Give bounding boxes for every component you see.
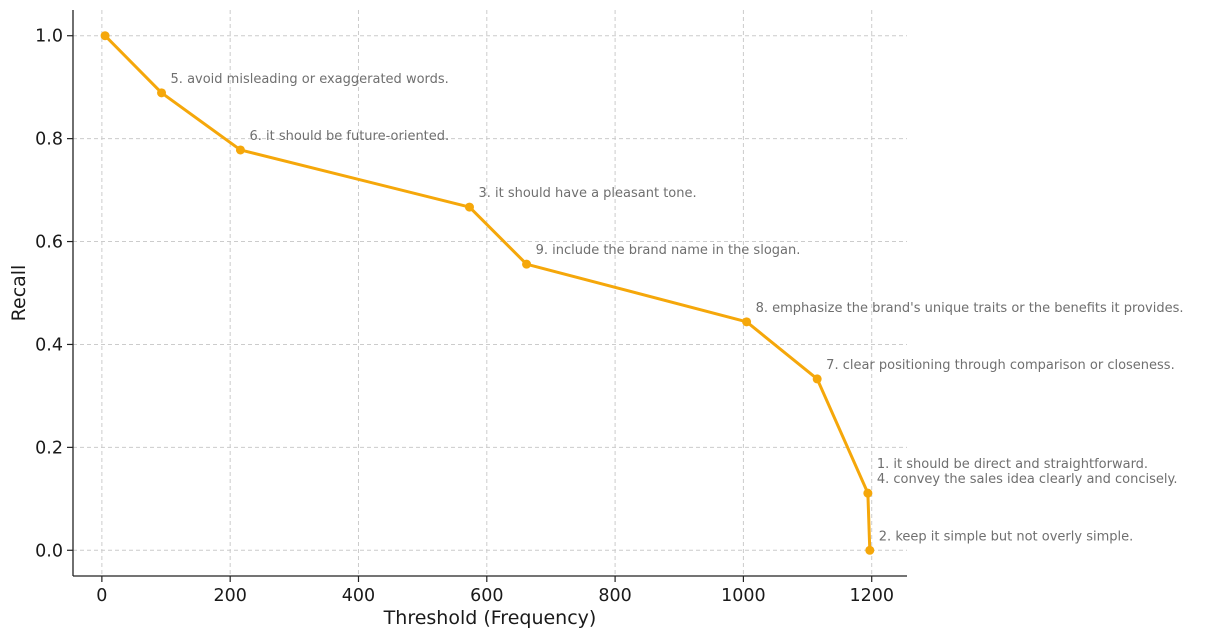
- x-axis-title: Threshold (Frequency): [383, 607, 597, 629]
- x-tick-label: 200: [213, 586, 246, 606]
- x-tick-label: 800: [598, 586, 631, 606]
- x-tick-label: 1200: [849, 586, 894, 606]
- annotation-label: 1. it should be direct and straightforwa…: [877, 457, 1148, 472]
- annotation-label: 3. it should have a pleasant tone.: [478, 186, 696, 201]
- y-tick-label: 0.2: [35, 438, 63, 458]
- y-axis-title: Recall: [8, 265, 30, 322]
- annotation-label: 5. avoid misleading or exaggerated words…: [171, 72, 449, 87]
- x-tick-label: 0: [96, 586, 107, 606]
- axes: [72, 10, 907, 577]
- annotation-label: 6. it should be future-oriented.: [249, 129, 449, 144]
- series-line: [103, 34, 872, 552]
- y-tick-label: 0.8: [35, 130, 63, 150]
- annotation-label: 7. clear positioning through comparison …: [826, 358, 1175, 373]
- y-tick-label: 1.0: [35, 27, 63, 47]
- annotation-label: 8. emphasize the brand's unique traits o…: [756, 301, 1184, 316]
- annotation-label: 9. include the brand name in the slogan.: [536, 243, 801, 258]
- data-point: [157, 88, 167, 98]
- data-point: [863, 488, 873, 498]
- data-point: [235, 145, 245, 155]
- annotations: 5. avoid misleading or exaggerated words…: [171, 72, 1184, 544]
- x-tick-label: 1000: [721, 586, 766, 606]
- x-tick-label: 400: [342, 586, 375, 606]
- annotation-label: 2. keep it simple but not overly simple.: [879, 529, 1133, 544]
- data-points: [100, 31, 875, 555]
- x-axis-ticks: 0 200 400 600 800 1000 1200: [96, 576, 894, 606]
- y-tick-label: 0.0: [35, 541, 63, 561]
- data-point: [464, 202, 474, 212]
- data-point: [522, 259, 532, 269]
- y-axis-ticks: 0.0 0.2 0.4 0.6 0.8 1.0: [35, 27, 73, 561]
- y-tick-label: 0.4: [35, 335, 63, 355]
- y-tick-label: 0.6: [35, 233, 63, 253]
- data-point: [865, 545, 875, 555]
- grid: [73, 10, 907, 576]
- data-point: [100, 31, 110, 41]
- data-point: [812, 374, 822, 384]
- annotation-label: 4. convey the sales idea clearly and con…: [877, 472, 1178, 487]
- x-tick-label: 600: [470, 586, 503, 606]
- data-point: [742, 317, 752, 327]
